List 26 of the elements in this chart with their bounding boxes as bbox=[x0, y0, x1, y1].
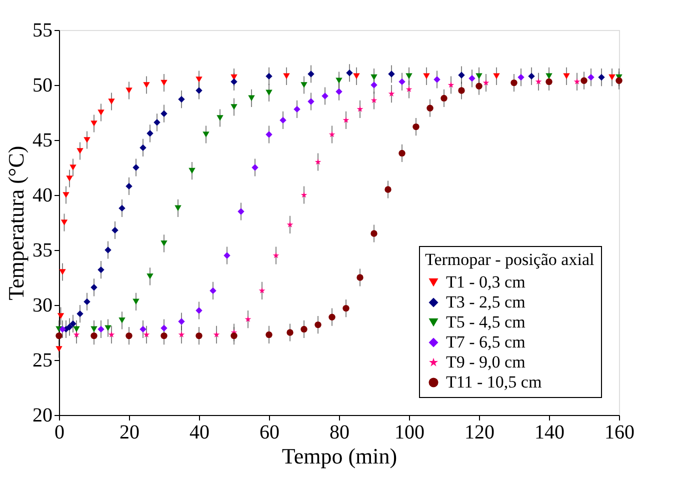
x-tick-label: 100 bbox=[394, 422, 424, 444]
y-tick-label: 25 bbox=[32, 350, 52, 372]
x-axis-title: Tempo (min) bbox=[282, 444, 398, 468]
legend-label: T9 - 9,0 cm bbox=[446, 352, 526, 372]
x-tick-label: 0 bbox=[54, 422, 64, 444]
legend-label: T3 - 2,5 cm bbox=[446, 292, 526, 312]
legend-label: T1 - 0,3 cm bbox=[446, 272, 526, 292]
x-tick-label: 140 bbox=[534, 422, 564, 444]
y-tick-label: 50 bbox=[32, 74, 52, 96]
x-tick-label: 60 bbox=[260, 422, 280, 444]
x-tick-label: 80 bbox=[330, 422, 350, 444]
legend-title: Termopar - posição axial bbox=[425, 250, 594, 269]
x-tick-label: 40 bbox=[190, 422, 210, 444]
y-axis-title: Temperatura (°C) bbox=[4, 146, 28, 300]
y-tick-label: 40 bbox=[32, 184, 52, 206]
x-tick-label: 160 bbox=[604, 422, 634, 444]
y-tick-label: 35 bbox=[32, 240, 52, 262]
legend-label: T5 - 4,5 cm bbox=[446, 312, 526, 332]
y-tick-label: 55 bbox=[32, 20, 52, 42]
y-tick-label: 30 bbox=[32, 294, 52, 316]
legend-label: T7 - 6,5 cm bbox=[446, 332, 526, 352]
x-tick-label: 20 bbox=[120, 422, 140, 444]
legend-label: T11 - 10,5 cm bbox=[446, 372, 542, 392]
x-tick-label: 120 bbox=[464, 422, 494, 444]
y-tick-label: 45 bbox=[32, 130, 52, 152]
y-tick-label: 20 bbox=[32, 404, 52, 426]
